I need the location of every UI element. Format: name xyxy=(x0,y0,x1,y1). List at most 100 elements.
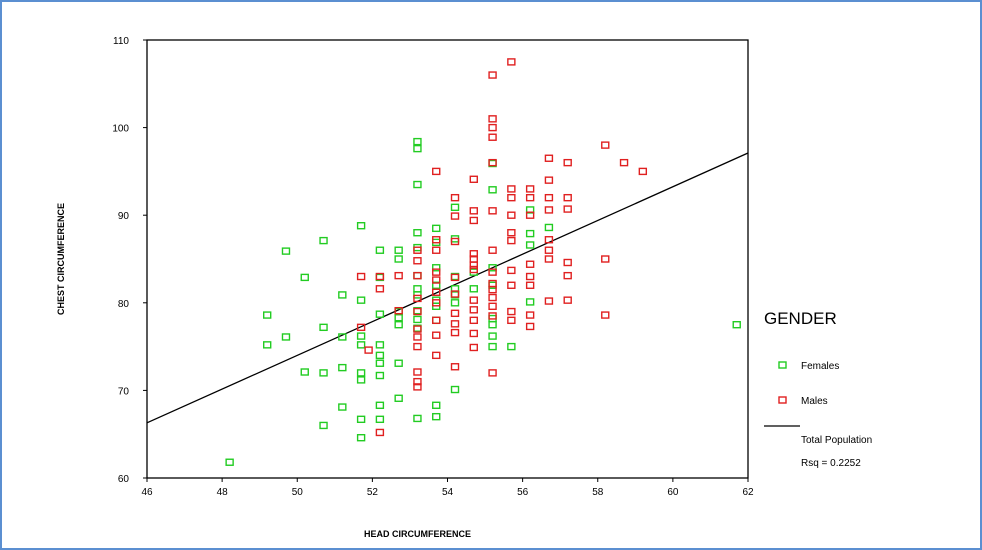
data-point-females xyxy=(413,315,422,324)
data-point-females xyxy=(281,333,291,341)
x-tick-label: 58 xyxy=(592,487,604,498)
data-point-females xyxy=(225,458,234,466)
data-point-males xyxy=(432,316,441,325)
data-point-females xyxy=(525,206,535,214)
data-point-males xyxy=(356,323,366,332)
data-point-males xyxy=(525,311,535,319)
data-point-males xyxy=(450,212,460,220)
legend-females-marker xyxy=(778,361,787,369)
legend-rsq-label: Rsq = 0.2252 xyxy=(801,458,861,469)
data-point-females xyxy=(338,403,347,411)
data-point-males xyxy=(638,167,648,176)
data-point-males xyxy=(544,193,554,202)
data-point-males xyxy=(413,342,422,351)
data-point-males xyxy=(432,276,441,284)
data-point-males xyxy=(601,141,610,149)
data-point-females xyxy=(432,224,441,233)
data-point-females xyxy=(450,299,460,307)
legend-title: GENDER xyxy=(764,309,837,328)
data-point-females xyxy=(413,229,422,237)
data-point-males xyxy=(432,246,441,254)
data-point-females xyxy=(488,332,497,340)
y-tick-label: 90 xyxy=(118,211,130,222)
data-point-males xyxy=(507,58,516,66)
data-point-males xyxy=(469,265,478,274)
data-point-males xyxy=(488,302,497,311)
x-tick-label: 62 xyxy=(742,487,754,498)
data-point-males xyxy=(432,331,441,339)
data-point-males xyxy=(450,193,460,202)
data-point-females xyxy=(375,359,385,367)
data-point-males xyxy=(488,115,497,123)
data-point-males xyxy=(488,285,497,294)
data-point-females xyxy=(263,341,272,349)
data-point-males xyxy=(544,206,554,214)
data-point-males xyxy=(413,325,422,333)
data-point-males xyxy=(544,297,554,305)
data-point-females xyxy=(432,264,441,272)
data-point-males xyxy=(488,279,497,288)
data-point-females xyxy=(394,255,403,263)
data-point-females xyxy=(525,241,535,249)
data-point-females xyxy=(300,273,309,282)
data-point-females xyxy=(375,371,385,380)
data-point-males xyxy=(488,369,497,377)
data-point-females xyxy=(375,310,385,318)
data-point-females xyxy=(356,332,366,340)
data-point-males xyxy=(601,311,610,319)
y-tick-label: 60 xyxy=(118,474,130,485)
legend-females-label: Females xyxy=(801,361,839,372)
y-tick-label: 110 xyxy=(113,36,129,47)
x-tick-label: 48 xyxy=(217,487,229,498)
legend-males-marker xyxy=(778,396,787,404)
data-point-males xyxy=(601,255,610,263)
fit-line xyxy=(146,152,749,424)
data-point-females xyxy=(488,281,497,289)
data-point-males xyxy=(525,185,535,193)
data-point-males xyxy=(375,285,385,293)
x-tick-label: 60 xyxy=(667,487,679,498)
data-point-males xyxy=(488,123,497,132)
data-point-males xyxy=(432,351,441,360)
data-point-females xyxy=(356,222,366,230)
x-tick-label: 54 xyxy=(442,487,454,498)
data-point-females xyxy=(413,285,422,293)
data-point-males xyxy=(563,158,572,167)
data-point-males xyxy=(375,428,385,437)
data-point-males xyxy=(413,257,422,265)
data-point-females xyxy=(356,341,366,349)
data-point-males xyxy=(525,193,535,202)
data-point-males xyxy=(450,363,460,371)
data-point-females xyxy=(432,412,441,421)
data-point-females xyxy=(375,341,385,349)
data-point-males xyxy=(394,271,403,280)
data-point-males xyxy=(469,175,478,183)
data-point-males xyxy=(563,258,572,267)
data-point-males xyxy=(544,255,554,263)
data-point-females xyxy=(263,311,272,319)
data-point-females xyxy=(413,180,422,189)
data-point-males xyxy=(450,309,460,318)
data-point-females xyxy=(394,246,403,254)
data-point-females xyxy=(432,281,441,289)
data-point-males xyxy=(507,307,516,316)
y-axis-title: CHEST CIRCUMFERENCE xyxy=(56,203,66,315)
data-point-males xyxy=(619,158,629,167)
data-point-females xyxy=(488,321,497,329)
data-point-males xyxy=(432,167,441,176)
data-point-females xyxy=(356,415,366,424)
data-point-females xyxy=(338,333,347,341)
data-point-males xyxy=(450,273,460,282)
data-point-males xyxy=(469,329,478,338)
data-point-males xyxy=(488,133,497,141)
data-point-females xyxy=(525,229,535,238)
data-point-males xyxy=(469,261,478,269)
data-point-females xyxy=(732,321,741,329)
data-point-males xyxy=(413,246,422,254)
data-point-males xyxy=(375,272,385,281)
data-point-males xyxy=(507,236,516,245)
data-point-males xyxy=(413,307,422,316)
data-point-males xyxy=(507,281,516,289)
y-tick-label: 70 xyxy=(118,386,130,397)
